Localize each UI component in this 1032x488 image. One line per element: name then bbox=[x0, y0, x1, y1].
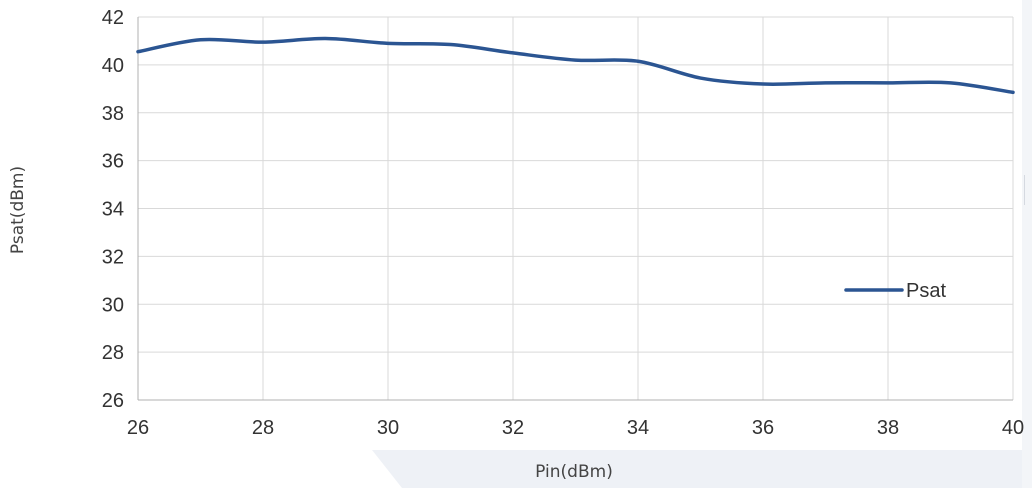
legend: Psat bbox=[844, 280, 946, 302]
x-tick-label: 26 bbox=[127, 417, 149, 439]
y-tick-label: 36 bbox=[102, 151, 124, 173]
y-tick-label: 26 bbox=[102, 390, 124, 412]
axes bbox=[137, 17, 1013, 401]
y-tick-label: 40 bbox=[102, 55, 124, 77]
x-axis-label: Pin(dBm) bbox=[535, 462, 613, 482]
right-edge-panel bbox=[1022, 0, 1032, 488]
y-tick-label: 38 bbox=[102, 103, 124, 125]
x-tick-label: 36 bbox=[752, 417, 774, 439]
y-tick-label: 32 bbox=[102, 246, 124, 268]
y-tick-label: 42 bbox=[102, 7, 124, 29]
legend-label: Psat bbox=[906, 280, 946, 302]
x-tick-label: 30 bbox=[377, 417, 399, 439]
right-edge-divider bbox=[1024, 175, 1032, 205]
x-tick-label: 28 bbox=[252, 417, 274, 439]
series-line-psat bbox=[136, 36, 1015, 95]
x-tick-label: 34 bbox=[627, 417, 649, 439]
x-tick-labels: 26 28 30 32 34 36 38 40 bbox=[127, 417, 1024, 439]
series-group bbox=[136, 36, 1015, 95]
y-tick-label: 28 bbox=[102, 342, 124, 364]
x-tick-label: 32 bbox=[502, 417, 524, 439]
grid-lines bbox=[138, 16, 1014, 400]
y-tick-labels: 26 28 30 32 34 36 38 40 42 bbox=[102, 7, 124, 412]
x-tick-label: 40 bbox=[1002, 417, 1024, 439]
y-axis-label: Psat(dBm) bbox=[8, 165, 28, 255]
bottom-background-band bbox=[372, 450, 1032, 488]
y-tick-label: 30 bbox=[102, 294, 124, 316]
y-tick-label: 34 bbox=[102, 199, 124, 221]
x-tick-label: 38 bbox=[877, 417, 899, 439]
